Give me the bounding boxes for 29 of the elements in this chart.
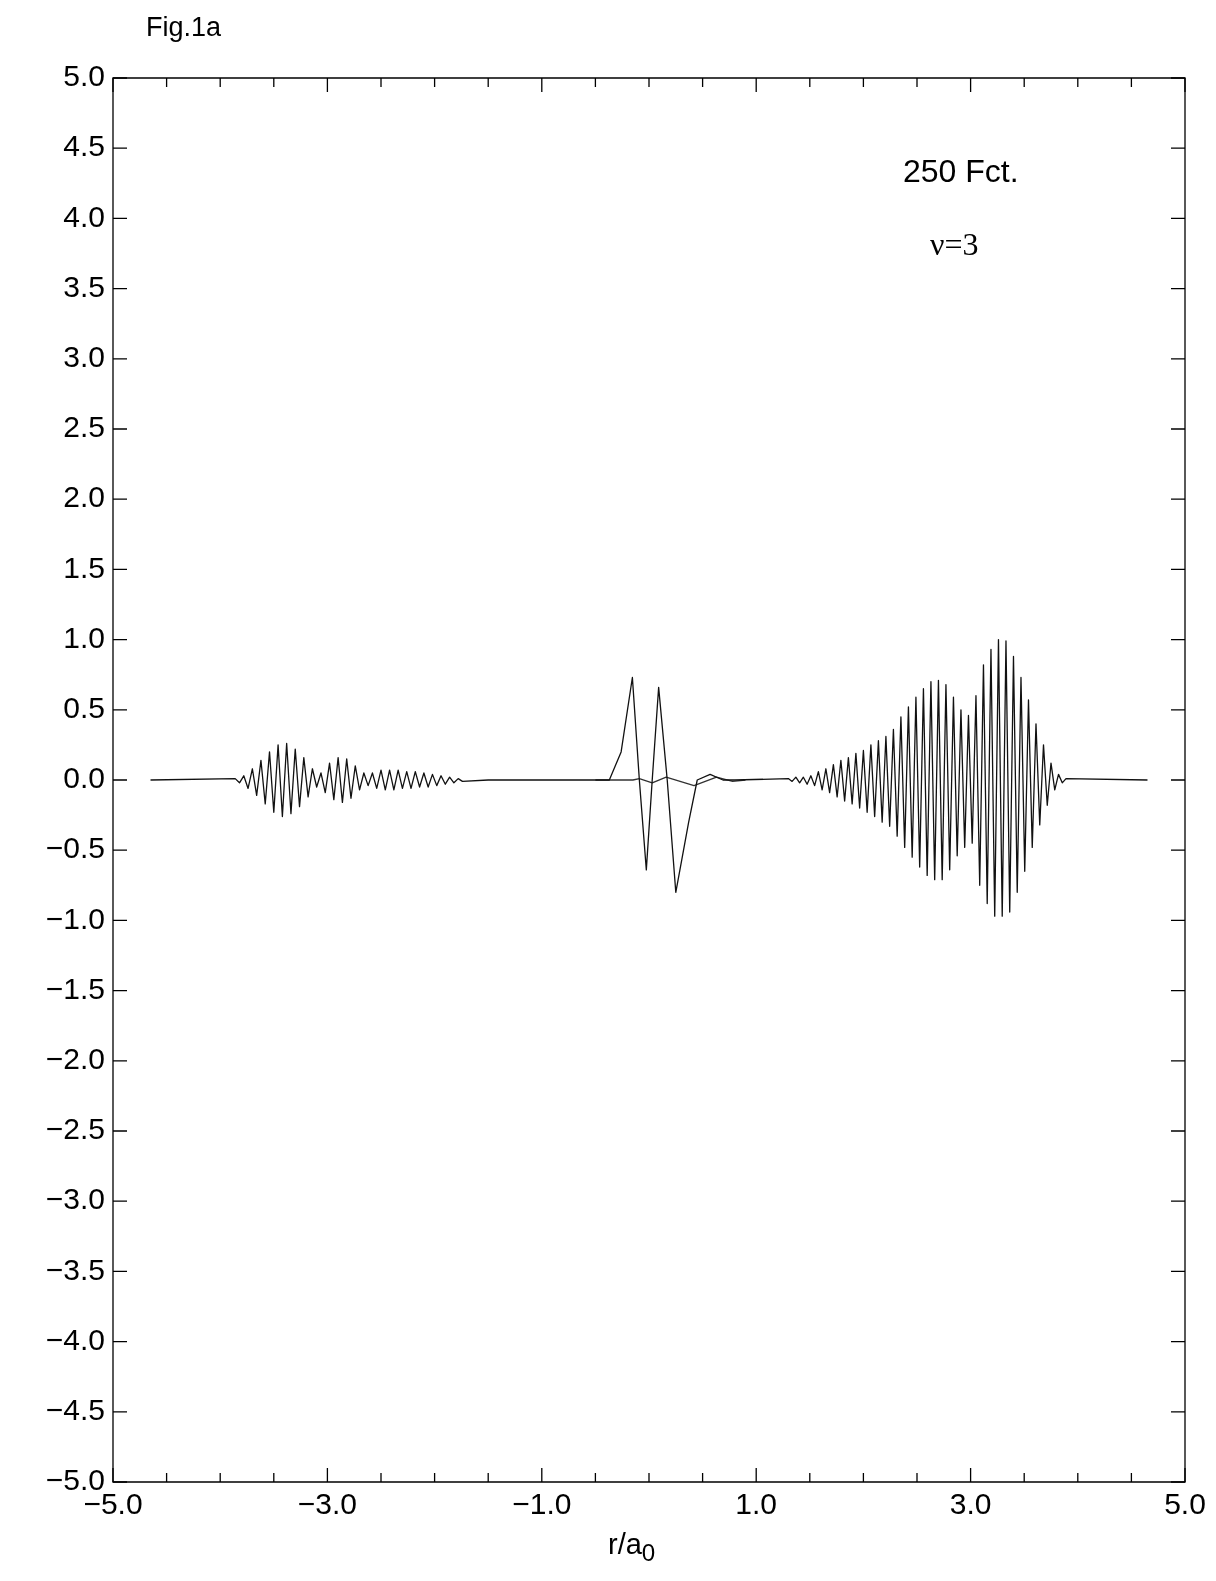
y-tick-label: −4.0	[45, 1322, 105, 1356]
y-tick-label: 2.0	[63, 480, 105, 514]
y-tick-label: 3.5	[63, 269, 105, 303]
x-axis-title: r/a$_{0}$	[608, 1528, 656, 1567]
y-tick-label: −3.0	[45, 1182, 105, 1216]
y-tick-label: 1.0	[63, 620, 105, 654]
y-tick-label: 0.5	[63, 691, 105, 725]
x-tick-label: 3.0	[949, 1487, 992, 1521]
x-tick-label: 5.0	[1164, 1487, 1206, 1521]
annotation: ν=3	[930, 226, 979, 263]
y-tick-label: −4.5	[45, 1393, 105, 1427]
y-tick-label: 4.5	[63, 129, 105, 163]
x-tick-label: −3.0	[297, 1487, 358, 1521]
y-tick-label: 2.5	[63, 410, 105, 444]
y-tick-label: 4.0	[63, 199, 105, 233]
y-tick-label: −1.0	[45, 901, 105, 935]
y-tick-label: −1.5	[45, 971, 105, 1005]
x-tick-label: −1.0	[512, 1487, 572, 1521]
y-tick-label: −2.0	[45, 1042, 105, 1076]
y-tick-label: −2.5	[45, 1112, 105, 1146]
y-tick-label: 1.5	[63, 550, 105, 584]
y-tick-label: 0.0	[63, 761, 105, 795]
y-tick-label: 3.0	[63, 340, 105, 374]
annotation: 250 Fct.	[903, 153, 1019, 190]
chart-title: Fig.1a	[146, 12, 222, 43]
x-tick-label: 1.0	[735, 1487, 778, 1521]
y-tick-label: 5.0	[63, 59, 105, 93]
y-tick-label: −0.5	[45, 831, 105, 865]
y-tick-label: −3.5	[45, 1252, 105, 1286]
